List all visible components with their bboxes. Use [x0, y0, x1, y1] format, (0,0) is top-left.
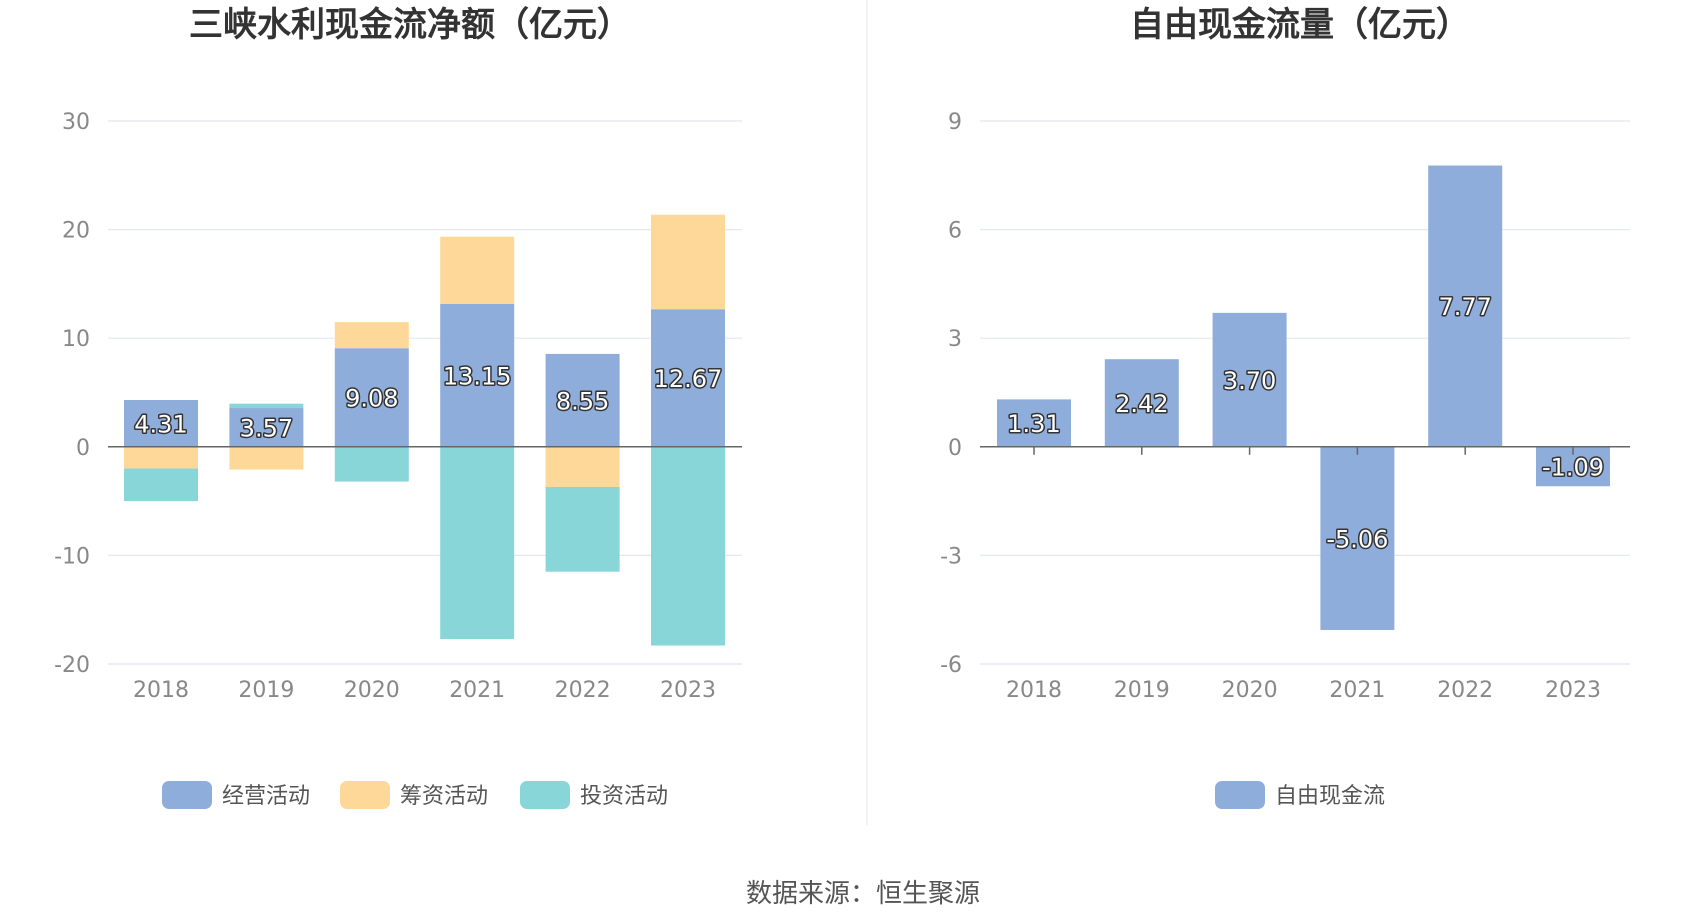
x-tick-label-2022: 2022 [555, 678, 611, 703]
y-tick-label: 30 [62, 110, 90, 135]
x-tick-label-2018: 2018 [133, 678, 189, 703]
legend-swatch-筹资活动 [340, 781, 390, 809]
bar-筹资活动-2022 [545, 446, 620, 487]
bar-自由现金流-2022 [1428, 165, 1503, 447]
data-label-经营活动-2018: 4.31 [134, 410, 187, 438]
x-tick-label-2023: 2023 [1545, 678, 1601, 703]
bar-筹资活动-2023 [651, 214, 725, 310]
legend-label-投资活动: 投资活动 [580, 784, 668, 809]
bar-经营活动-2023 [651, 309, 725, 447]
bar-投资活动-2018 [124, 468, 198, 502]
x-tick-label-2018: 2018 [1006, 678, 1062, 703]
bar-经营活动-2018 [124, 399, 198, 447]
bar-投资活动-2022 [545, 486, 620, 572]
bar-筹资活动-2020 [334, 322, 409, 349]
legend-label-自由现金流: 自由现金流 [1275, 784, 1385, 809]
bar-投资活动-2019 [229, 403, 304, 409]
bar-自由现金流-2021 [1320, 446, 1395, 630]
x-tick-label-2020: 2020 [1222, 678, 1278, 703]
bar-筹资活动-2019 [229, 446, 304, 470]
bar-自由现金流-2020 [1212, 312, 1287, 447]
y-tick-label: 9 [948, 110, 962, 135]
legend-swatch-投资活动 [520, 781, 570, 809]
data-label-自由现金流-2019: 2.42 [1115, 390, 1168, 418]
y-tick-label: -3 [940, 544, 962, 569]
y-tick-label: -20 [54, 653, 90, 678]
data-label-经营活动-2022: 8.55 [556, 387, 609, 415]
bar-自由现金流-2018 [997, 399, 1071, 447]
bar-经营活动-2019 [229, 408, 304, 447]
bar-筹资活动-2021 [440, 236, 515, 304]
x-tick-label-2019: 2019 [1114, 678, 1170, 703]
x-tick-label-2021: 2021 [449, 678, 505, 703]
bar-投资活动-2021 [440, 446, 515, 640]
x-tick-label-2020: 2020 [344, 678, 400, 703]
bar-经营活动-2022 [545, 353, 620, 447]
legend-label-筹资活动: 筹资活动 [400, 784, 488, 809]
legend-label-经营活动: 经营活动 [222, 784, 310, 809]
data-label-经营活动-2021: 13.15 [443, 362, 512, 390]
bar-投资活动-2023 [651, 446, 725, 646]
bar-经营活动-2020 [334, 348, 409, 447]
data-label-自由现金流-2018: 1.31 [1007, 410, 1060, 438]
legend-swatch-自由现金流 [1215, 781, 1265, 809]
chart-title-free-cashflow: 自由现金流量（亿元） [1130, 5, 1470, 45]
y-tick-label: 20 [62, 219, 90, 244]
legend-swatch-经营活动 [162, 781, 212, 809]
y-tick-label: 3 [948, 327, 962, 352]
data-label-自由现金流-2022: 7.77 [1438, 293, 1491, 321]
bar-自由现金流-2019 [1104, 359, 1179, 447]
y-tick-label: -6 [940, 653, 962, 678]
x-tick-label-2022: 2022 [1437, 678, 1493, 703]
bar-筹资活动-2018 [124, 446, 198, 469]
x-tick-label-2023: 2023 [660, 678, 716, 703]
y-tick-label: 10 [62, 327, 90, 352]
y-tick-label: 0 [76, 436, 90, 461]
y-tick-label: 6 [948, 219, 962, 244]
y-tick-label: 0 [948, 436, 962, 461]
y-tick-label: -10 [54, 544, 90, 569]
bar-经营活动-2021 [440, 303, 515, 447]
data-label-自由现金流-2023: -1.09 [1542, 454, 1604, 482]
chart-title-cashflow: 三峡水利现金流净额（亿元） [189, 5, 631, 45]
bar-投资活动-2020 [334, 446, 409, 482]
data-label-经营活动-2023: 12.67 [654, 365, 723, 393]
data-source-text: 数据来源：恒生聚源 [746, 879, 980, 909]
data-label-自由现金流-2020: 3.70 [1223, 367, 1276, 395]
data-label-经营活动-2019: 3.57 [240, 414, 293, 442]
x-tick-label-2021: 2021 [1329, 678, 1385, 703]
data-label-自由现金流-2021: -5.06 [1326, 525, 1388, 553]
data-label-经营活动-2020: 9.08 [345, 384, 398, 412]
x-tick-label-2019: 2019 [238, 678, 294, 703]
